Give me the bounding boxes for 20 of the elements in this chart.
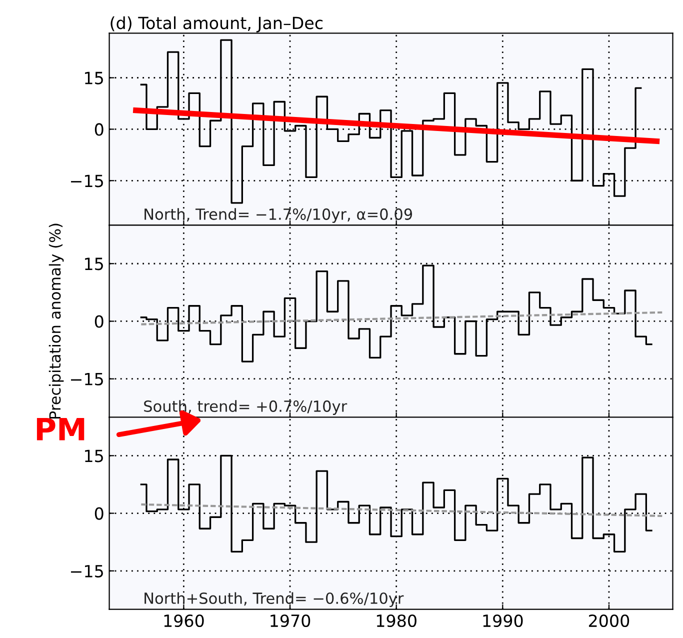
y-tick-label: 15: [85, 72, 103, 84]
chart-title: (d) Total amount, Jan–Dec: [110, 16, 323, 32]
y-axis-title: Precipitation anomaly (%): [48, 224, 64, 419]
y-tick-label: −15: [71, 565, 103, 578]
y-tick-label: 15: [85, 450, 103, 462]
annotation: North+South, Trend= −0.6%/10yr: [144, 592, 404, 607]
x-tick-label: 1980: [376, 614, 416, 628]
annotation: South, trend= +0.7%/10yr: [144, 400, 348, 415]
text: PM: [36, 418, 84, 440]
y-tick-label: −15: [71, 174, 103, 188]
y-tick-label: −15: [71, 373, 103, 386]
x-tick-label: 1990: [483, 614, 523, 628]
x-tick-label: 2000: [588, 614, 630, 628]
x-tick-label: 1970: [270, 614, 310, 628]
y-tick-label: 15: [85, 258, 103, 270]
x-tick-label: 1960: [164, 614, 204, 628]
annotation: North, Trend= −1.7%/10yr, α=0.09: [144, 208, 412, 223]
y-tick-label: 0: [94, 123, 104, 136]
y-tick-label: 0: [94, 507, 104, 520]
y-tick-label: 0: [94, 315, 104, 328]
